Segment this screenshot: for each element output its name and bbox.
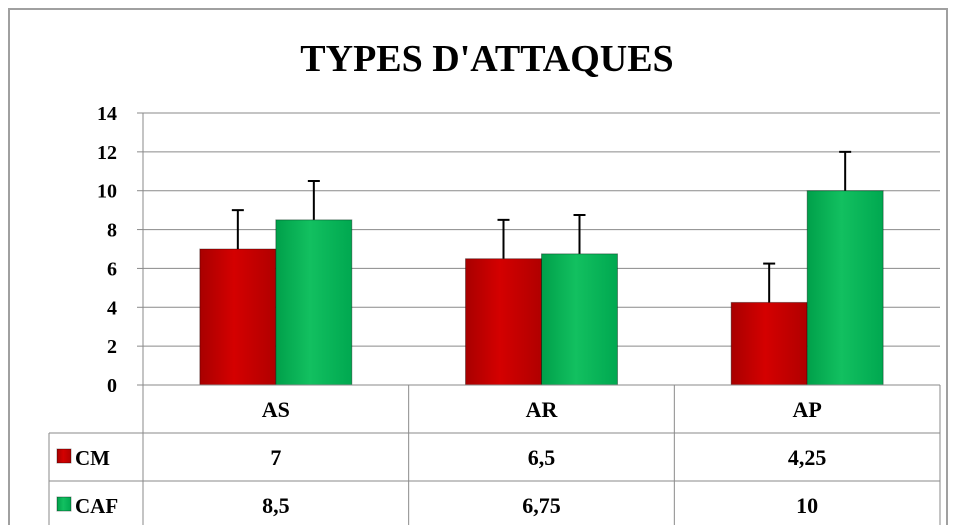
- bar-cm-as: [199, 248, 277, 386]
- data-table-value: 6,75: [522, 493, 561, 518]
- y-tick-label: 2: [107, 336, 117, 358]
- bar-cm-ap: [730, 301, 808, 386]
- y-tick-label: 6: [107, 258, 117, 280]
- bars: [199, 190, 884, 386]
- y-tick-label: 4: [107, 297, 117, 319]
- y-tick-label: 10: [97, 181, 117, 203]
- data-table-value: 10: [796, 493, 818, 518]
- chart-title: TYPES D'ATTAQUES: [300, 38, 673, 80]
- legend-label-caf: CAF: [75, 494, 118, 518]
- y-tick-label: 8: [107, 220, 117, 242]
- data-table-value: 6,5: [528, 445, 556, 470]
- legend-swatch-caf: [56, 496, 72, 512]
- error-bars: [231, 150, 852, 303]
- data-table-value: 4,25: [788, 445, 827, 470]
- data-table-value: 8,5: [262, 493, 290, 518]
- x-tick-label: AS: [262, 397, 290, 422]
- bar-caf-ar: [541, 253, 618, 386]
- bar-caf-ap: [806, 190, 884, 386]
- bar-caf-as: [275, 219, 353, 386]
- data-table: AS AR AP CM 7 6,5 4,25 CAF 8,5 6,75 10: [48, 384, 941, 530]
- y-axis: 0 2 4 6 8 10 12 14: [97, 103, 144, 397]
- data-table-value: 7: [270, 445, 281, 470]
- y-tick-label: 12: [97, 142, 117, 164]
- bar-cm-ar: [465, 258, 542, 386]
- x-tick-label: AR: [526, 397, 559, 422]
- legend-label-cm: CM: [75, 446, 110, 470]
- y-tick-label: 14: [97, 103, 117, 125]
- legend-swatch-cm: [56, 448, 72, 464]
- y-tick-label: 0: [107, 375, 117, 397]
- x-tick-label: AP: [793, 397, 822, 422]
